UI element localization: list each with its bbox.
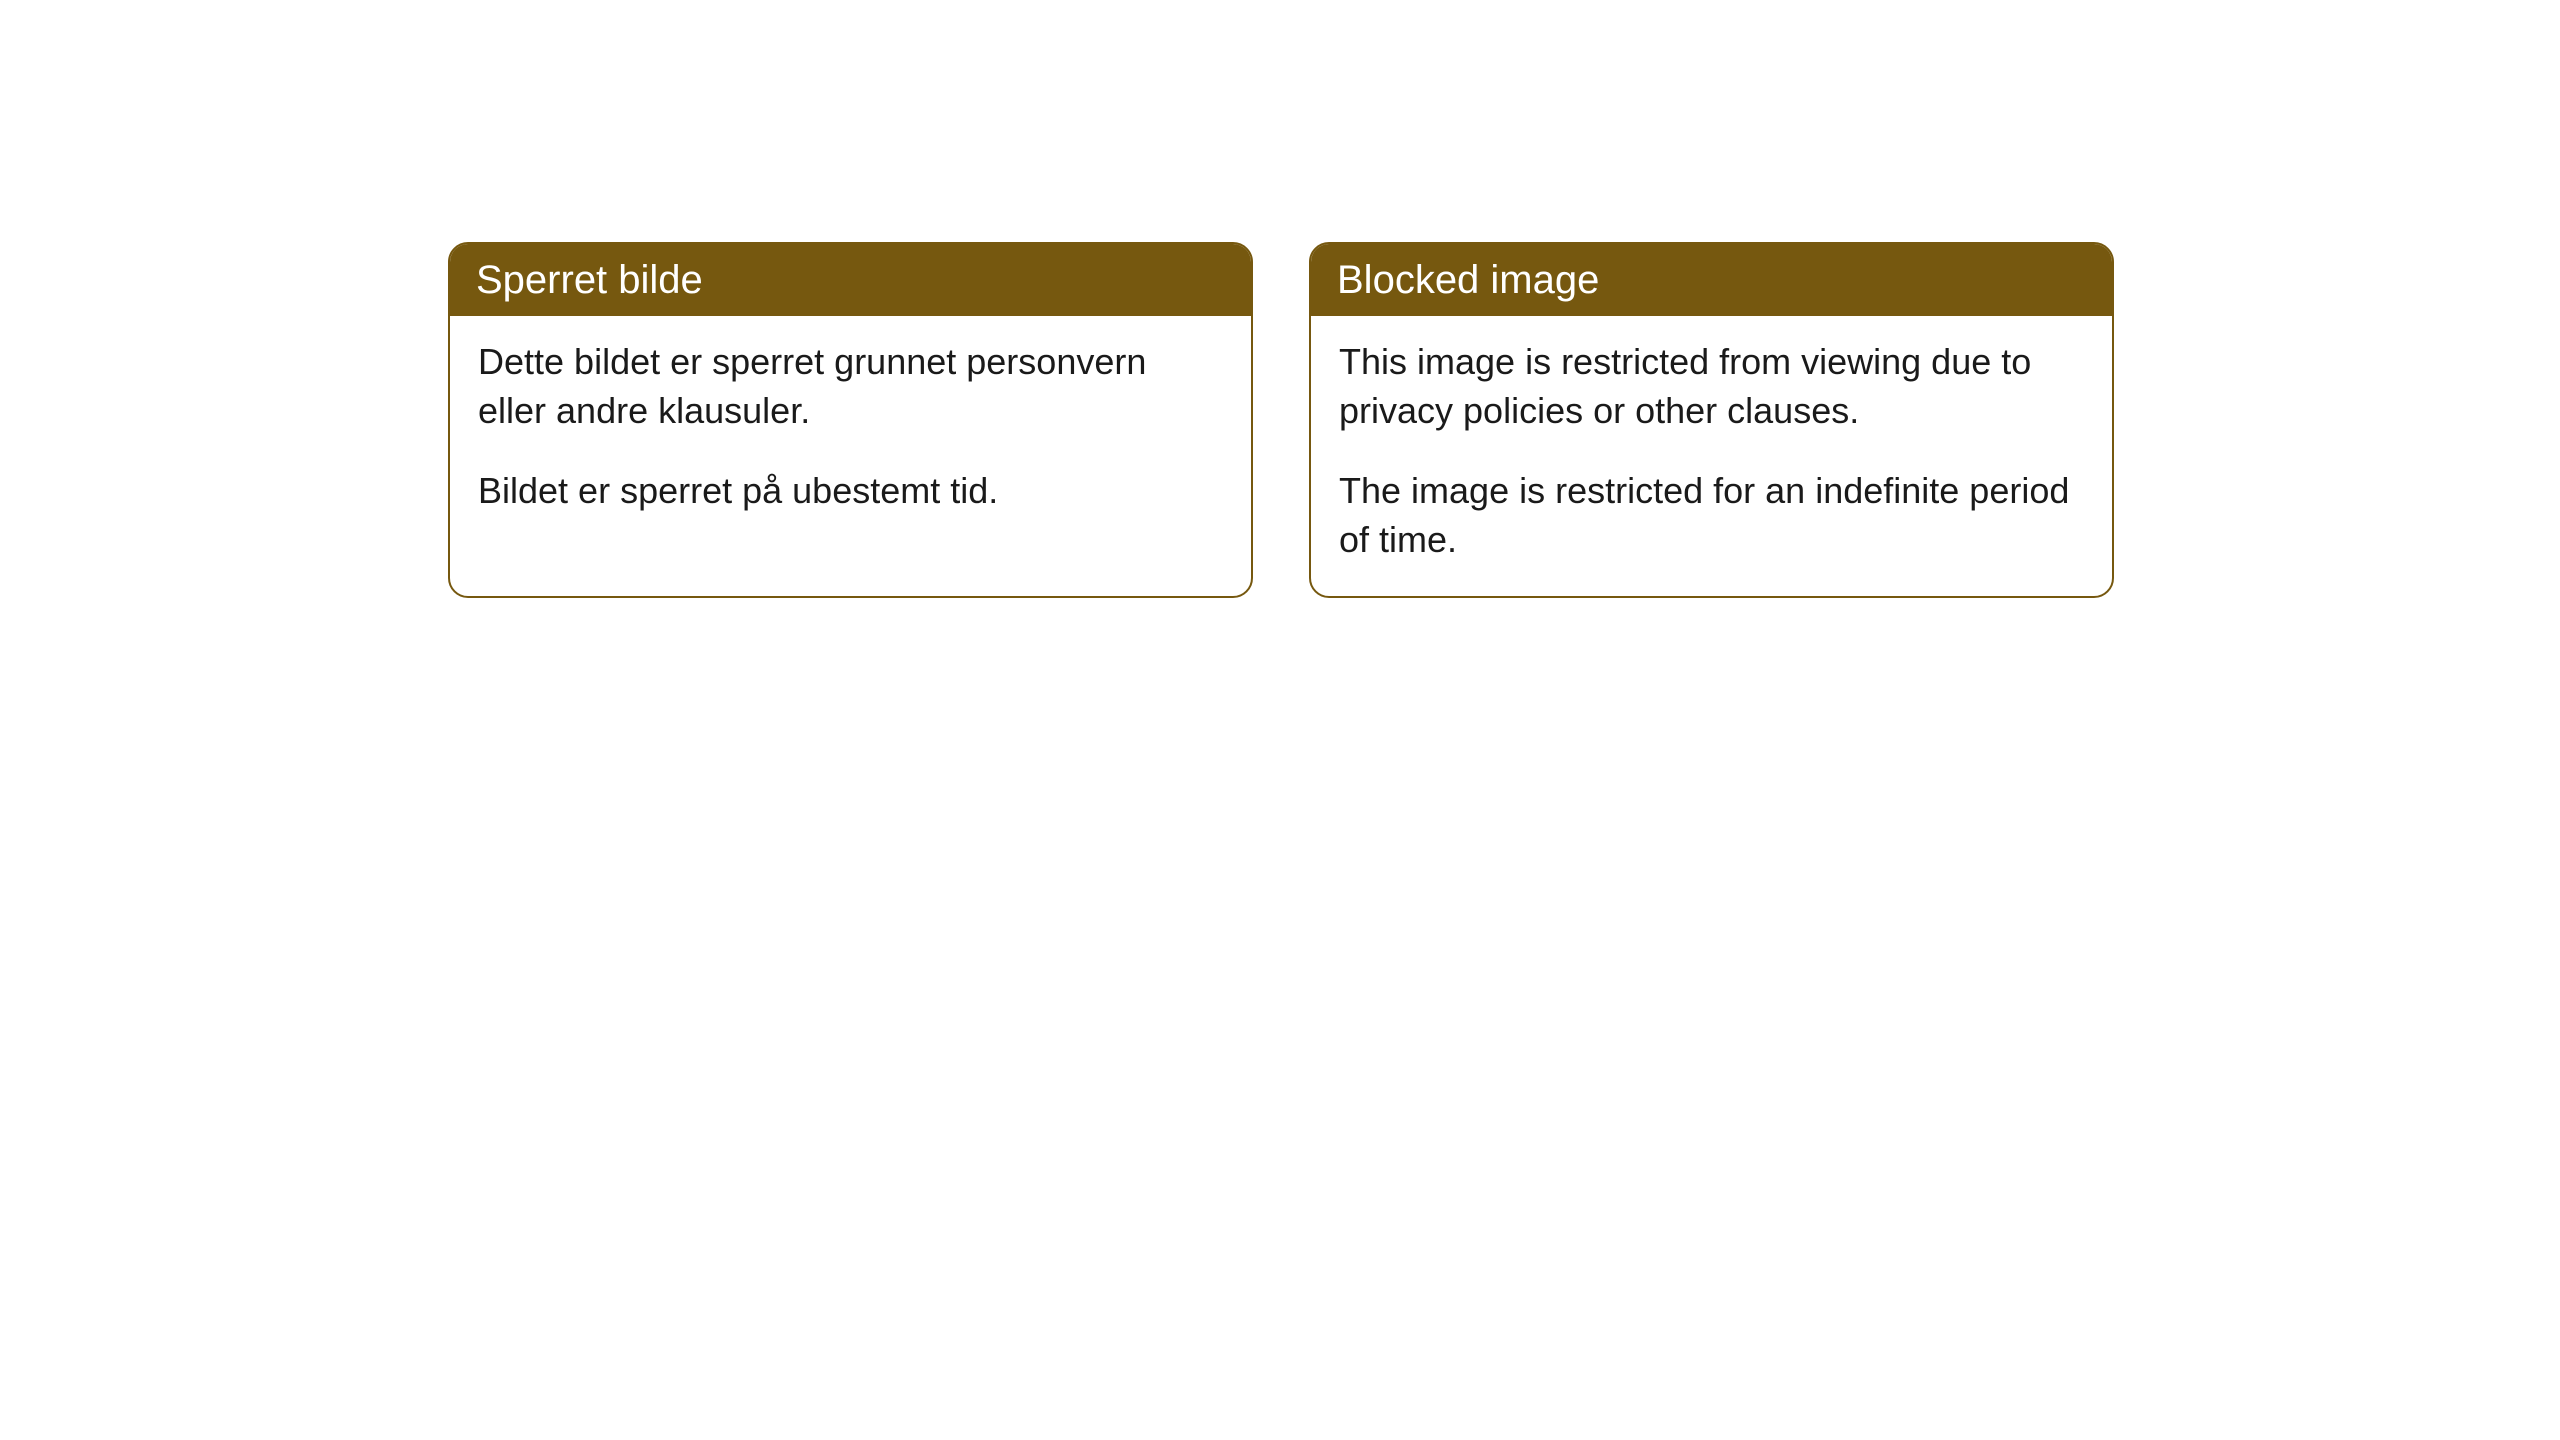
blocked-image-card-en: Blocked image This image is restricted f… [1309, 242, 2114, 598]
card-paragraph-1-en: This image is restricted from viewing du… [1339, 338, 2084, 435]
card-paragraph-2-en: The image is restricted for an indefinit… [1339, 467, 2084, 564]
card-paragraph-2-no: Bildet er sperret på ubestemt tid. [478, 467, 1223, 516]
card-body-no: Dette bildet er sperret grunnet personve… [450, 316, 1251, 548]
card-header-no: Sperret bilde [450, 244, 1251, 316]
card-header-en: Blocked image [1311, 244, 2112, 316]
card-paragraph-1-no: Dette bildet er sperret grunnet personve… [478, 338, 1223, 435]
blocked-image-card-no: Sperret bilde Dette bildet er sperret gr… [448, 242, 1253, 598]
notice-cards-container: Sperret bilde Dette bildet er sperret gr… [448, 242, 2114, 598]
card-body-en: This image is restricted from viewing du… [1311, 316, 2112, 596]
